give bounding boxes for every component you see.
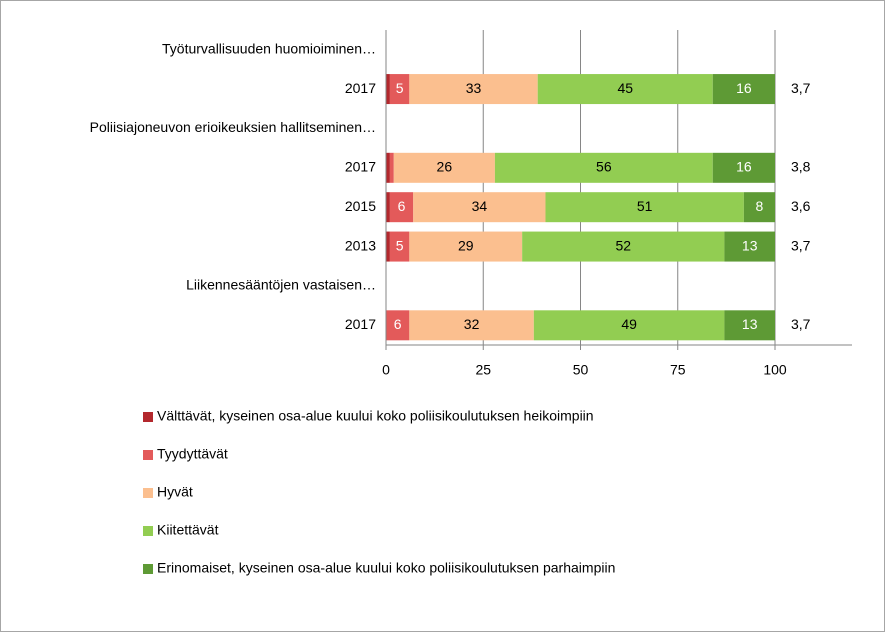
data-label: 13: [742, 237, 758, 253]
mean-label: 3,6: [791, 198, 811, 214]
legend-swatch: [143, 450, 153, 460]
legend-swatch: [143, 488, 153, 498]
bar-segment: [409, 231, 523, 262]
bar-segment: [389, 231, 410, 262]
data-label: 13: [742, 316, 758, 332]
legend-swatch: [143, 526, 153, 536]
bar-segment: [386, 74, 390, 105]
y-tick-label: Liikennesääntöjen vastaisen…: [186, 277, 376, 293]
bar-segment: [386, 152, 390, 183]
data-label: 6: [398, 198, 406, 214]
data-label: 49: [621, 316, 637, 332]
bar-segment: [494, 152, 713, 183]
bar-segment: [724, 310, 775, 341]
x-tick-label: 50: [573, 362, 589, 378]
bar-segment: [743, 192, 775, 223]
data-label: 33: [466, 80, 482, 96]
legend-swatch: [143, 564, 153, 574]
bar-segment: [724, 231, 775, 262]
legend-label: Välttävät, kyseinen osa-alue kuului koko…: [157, 408, 594, 424]
bar-segment: [537, 74, 713, 105]
bar-segment: [389, 152, 394, 183]
bar-segment: [545, 192, 744, 223]
bar-segment: [533, 310, 725, 341]
y-tick-label: 2017: [345, 80, 376, 96]
data-label: 5: [396, 80, 404, 96]
data-label: 45: [617, 80, 633, 96]
bar-segment: [409, 74, 538, 105]
x-tick-label: 0: [382, 362, 390, 378]
legend-label: Tyydyttävät: [157, 446, 228, 462]
mean-label: 3,8: [791, 159, 811, 175]
data-label: 29: [458, 237, 474, 253]
legend-label: Kiitettävät: [157, 522, 219, 538]
bar-segment: [409, 310, 534, 341]
mean-label: 3,7: [791, 237, 811, 253]
data-label: 26: [437, 159, 453, 175]
y-tick-label: 2017: [345, 316, 376, 332]
data-label: 5: [396, 237, 404, 253]
x-tick-label: 75: [670, 362, 686, 378]
data-label: 16: [736, 80, 752, 96]
bar-segment: [712, 74, 775, 105]
bar-segment: [389, 74, 410, 105]
bar-segment: [386, 310, 410, 341]
bar-segment: [386, 231, 390, 262]
legend-label: Erinomaiset, kyseinen osa-alue kuului ko…: [157, 560, 615, 576]
x-tick-label: 100: [763, 362, 787, 378]
data-label: 32: [464, 316, 480, 332]
y-tick-label: Työturvallisuuden huomioiminen…: [162, 40, 376, 56]
y-tick-label: 2013: [345, 237, 376, 253]
data-label: 34: [472, 198, 488, 214]
data-label: 56: [596, 159, 612, 175]
y-tick-label: 2017: [345, 159, 376, 175]
data-label: 51: [637, 198, 653, 214]
bar-segment: [389, 192, 414, 223]
data-label: 16: [736, 159, 752, 175]
y-tick-label: Poliisiajoneuvon erioikeuksien hallitsem…: [90, 119, 376, 135]
bar-segment: [386, 192, 390, 223]
data-label: 6: [394, 316, 402, 332]
y-tick-label: 2015: [345, 198, 376, 214]
mean-label: 3,7: [791, 316, 811, 332]
mean-label: 3,7: [791, 80, 811, 96]
bar-segment: [522, 231, 725, 262]
bar-segment: [393, 152, 495, 183]
bar-segment: [712, 152, 775, 183]
data-label: 52: [616, 237, 632, 253]
legend-swatch: [143, 412, 153, 422]
data-label: 8: [756, 198, 764, 214]
x-tick-label: 25: [475, 362, 491, 378]
bar-segment: [413, 192, 546, 223]
legend-label: Hyvät: [157, 484, 193, 500]
